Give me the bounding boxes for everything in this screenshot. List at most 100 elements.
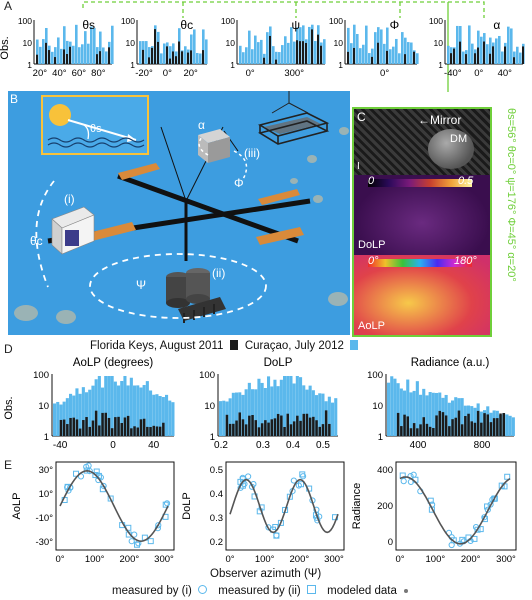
panel-d-bar-blue (403, 390, 407, 436)
panel-e-square-marker (147, 538, 154, 545)
panel-d-bar-black (448, 426, 451, 436)
panel-e-xtick: 200° (290, 554, 310, 565)
panel-d-bar-blue (331, 402, 335, 436)
panel-a-bar-black (477, 47, 479, 64)
panel-a-bar-black (311, 29, 313, 64)
panel-a-bar-black (263, 57, 265, 64)
panel-d-bar-black (270, 419, 273, 436)
panel-a-bar-blue (380, 29, 383, 64)
panel-a-ytick: 10 (23, 38, 33, 48)
panel-d-bar-blue (91, 385, 95, 436)
panel-d-bar-black (451, 419, 454, 436)
panel-d-bar-blue (321, 393, 325, 436)
panel-a-ytick: 1 (438, 60, 443, 70)
sun-ray (67, 119, 137, 141)
panel-d-bar-black (126, 415, 130, 436)
panel-d-bar-blue (155, 394, 159, 436)
iii-label: (iii) (244, 146, 260, 160)
panel-a-bar-blue (519, 52, 522, 64)
panel-d-bar-black (470, 421, 473, 436)
panel-a-bar-blue (242, 52, 245, 64)
panel-a-bar-blue (102, 47, 105, 64)
panel-e-circle-marker (239, 474, 246, 482)
panel-d-bar-black (244, 424, 248, 436)
panel-a-bar-black (504, 46, 506, 64)
panel-d-bar-blue (129, 377, 133, 436)
panel-d-title: AoLP (degrees) (73, 357, 154, 369)
panel-d-bar-blue (292, 383, 296, 436)
circle-marker-icon (198, 585, 208, 594)
orange-arm-4 (256, 227, 304, 245)
panel-d-bar-black (480, 422, 483, 436)
panel-a-bar-blue (468, 25, 471, 64)
panel-e-frame (55, 461, 175, 551)
panel-a-bar-black (299, 41, 301, 64)
panel-a-bar-blue (169, 46, 172, 64)
panel-e-xtick: 100° (85, 554, 105, 565)
panel-a-bar-black (317, 34, 319, 64)
panel-a-ytick: 100 (429, 16, 443, 26)
panel-d-bar-blue (161, 397, 165, 436)
panel-e-square-marker (73, 470, 80, 477)
panel-d-legend: Florida Keys, August 2011 Curaçao, July … (90, 340, 359, 352)
panel-a-bar-black (459, 41, 461, 64)
panel-a-bar-blue (350, 43, 353, 64)
panel-d-bar-blue (139, 387, 143, 436)
panel-a-bar-black (63, 49, 65, 64)
panel-d-bar-blue (228, 398, 232, 436)
panel-e-square-marker (272, 524, 279, 531)
panel-d-xtick: 0.3 (256, 440, 270, 451)
panel-d-bar-blue (473, 407, 477, 436)
panel-d-bar-blue (428, 392, 432, 436)
panel-d-bar-black (492, 418, 496, 436)
panel-d-bar-black (139, 419, 143, 436)
panel-a-bar-black (413, 51, 415, 64)
panel-d-bar-blue (149, 390, 153, 436)
panel-a-bar-black (169, 58, 171, 64)
panel-d-bar-black (260, 423, 264, 436)
frame-bar-2 (117, 173, 299, 244)
panel-letter-c: C (357, 110, 366, 124)
panel-e-legend: measured by (i) measured by (ii) modeled… (112, 585, 409, 597)
panel-d-xtick: 800 (474, 440, 491, 451)
panel-a-bar-blue (66, 40, 69, 64)
panel-d-bar-blue (409, 392, 413, 436)
panel-d-bar-blue (219, 401, 223, 436)
panel-d-bar-black (419, 424, 422, 436)
panel-a-bar-black (305, 42, 307, 64)
panel-e-ytick: 0.5 (210, 465, 223, 476)
panel-d-bar-black (232, 423, 235, 436)
panel-a-bar-blue (239, 45, 242, 64)
panel-a-xtick: 40° (498, 68, 513, 79)
panel-d-bar-blue (447, 402, 451, 436)
panel-d-bar-black (110, 428, 114, 436)
panel-a-bar-black (450, 53, 452, 64)
panel-d-bar-black (155, 426, 159, 436)
panel-d-bar-black (248, 415, 251, 436)
panel-a-bar-blue (63, 26, 66, 65)
panel-a-bar-black (489, 53, 491, 64)
panel-a-bar-blue (196, 52, 199, 64)
panel-d-bar-blue (460, 398, 464, 436)
panel-a-bar-blue (72, 45, 75, 64)
panel-a-bar-blue (371, 48, 374, 64)
panel-d-bar-black (280, 415, 283, 436)
panel-d-ylabel: Obs. (3, 396, 15, 419)
panel-a-bar-blue (163, 43, 166, 64)
panel-d-bar-blue (505, 414, 509, 436)
panel-d-bar-black (416, 428, 419, 436)
panel-d-bar-black (104, 412, 107, 436)
orange-arm-1 (118, 163, 160, 180)
panel-d-bar-blue (123, 376, 127, 436)
cylinders-ii (166, 268, 226, 323)
panel-d-bar-blue (254, 389, 258, 436)
panel-d-bar-blue (231, 392, 235, 436)
panel-d-bar-blue (168, 400, 172, 436)
panel-d-bar-blue (120, 380, 124, 436)
panel-d-bar-black (123, 417, 127, 436)
panel-d-bar-black (486, 414, 489, 436)
panel-a-bar-blue (57, 37, 60, 64)
panel-a-bar-blue (266, 32, 269, 64)
panel-a-title: Φ (390, 18, 400, 32)
